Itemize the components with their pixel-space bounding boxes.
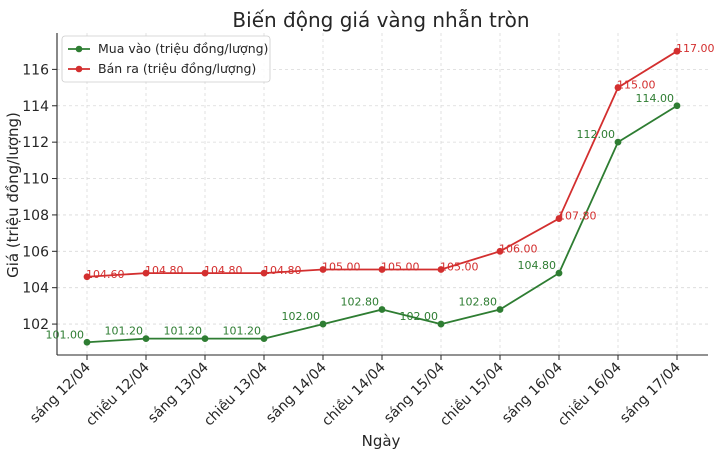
data-point-mua-vao [673,102,681,110]
data-point-ban-ra [83,273,91,281]
data-point-mua-vao [614,138,622,146]
data-label-mua-vao: 104.80 [518,259,557,272]
y-tick-label: 116 [22,62,49,78]
y-tick-label: 102 [22,317,49,333]
data-point-ban-ra [555,215,563,222]
legend-marker-mua-vao [75,45,83,53]
data-label-ban-ra: 106.00 [499,242,538,255]
data-point-mua-vao [83,338,91,346]
data-label-mua-vao: 101.20 [105,325,144,338]
data-point-mua-vao [142,335,150,343]
data-label-ban-ra: 104.80 [263,264,302,277]
data-point-mua-vao [319,320,327,328]
data-point-ban-ra [378,266,386,273]
data-point-ban-ra [673,47,681,55]
data-point-ban-ra [614,84,622,91]
data-point-mua-vao [437,320,445,328]
data-point-ban-ra [142,269,150,277]
data-label-mua-vao: 114.00 [636,92,675,105]
data-point-ban-ra [260,269,268,277]
legend-marker-ban-ra [75,65,83,73]
data-label-ban-ra: 105.00 [381,260,420,273]
x-axis-title: Ngày [362,432,401,450]
data-point-mua-vao [378,306,386,313]
data-point-ban-ra [319,266,327,273]
data-point-mua-vao [496,306,504,313]
data-label-ban-ra: 104.80 [204,264,243,277]
legend: Mua vào (triệu đồng/lượng) Bán ra (triệu… [61,35,271,83]
data-label-ban-ra: 105.00 [322,260,361,273]
data-point-ban-ra [437,266,445,273]
x-tick-label: chiều 16/04 [554,359,625,430]
legend-box [61,35,271,83]
data-labels: 101.00 101.20 101.20 101.20 102.00 102.80 102.… [46,42,715,341]
x-tick-label: chiều 14/04 [318,359,389,430]
data-label-ban-ra: 115.00 [617,79,656,92]
data-label-mua-vao: 102.80 [459,296,498,309]
data-point-mua-vao [260,335,268,343]
series [83,47,681,346]
legend-label-mua-vao: Mua vào (triệu đồng/lượng) [98,41,268,56]
y-axis-title: Giá (triệu đồng/lượng) [4,112,22,278]
data-label-ban-ra: 117.00 [676,42,715,55]
legend-label-ban-ra: Bán ra (triệu đồng/lượng) [98,61,256,76]
data-label-ban-ra: 104.80 [145,264,184,277]
y-tick-label: 114 [22,99,49,115]
x-tick-label: chiều 12/04 [82,359,153,430]
data-point-ban-ra [201,269,209,277]
x-tick-label: chiều 13/04 [200,359,271,430]
data-label-mua-vao: 102.00 [400,310,439,323]
y-tick-label: 104 [22,281,49,297]
data-label-mua-vao: 102.80 [341,296,380,309]
data-label-mua-vao: 101.00 [46,328,85,341]
data-label-ban-ra: 104.60 [86,268,125,281]
data-label-ban-ra: 105.00 [440,260,479,273]
data-point-mua-vao [201,335,209,343]
data-label-mua-vao: 101.20 [164,325,203,338]
data-label-ban-ra: 107.80 [558,210,597,223]
data-label-mua-vao: 101.20 [223,325,262,338]
chart-title: Biến động giá vàng nhẫn tròn [232,8,529,32]
data-label-mua-vao: 102.00 [282,310,321,323]
data-point-mua-vao [555,269,563,277]
grid [57,33,708,355]
y-tick-label: 106 [22,244,49,260]
x-tick-label: chiều 15/04 [436,359,507,430]
y-tick-label: 112 [22,135,49,151]
y-tick-label: 108 [22,208,49,224]
data-point-ban-ra [496,247,504,255]
series-line-ban-ra [86,50,678,278]
y-tick-label: 110 [22,172,49,188]
x-tick-label: sáng 17/04 [617,359,684,426]
data-label-mua-vao: 112.00 [577,128,616,141]
